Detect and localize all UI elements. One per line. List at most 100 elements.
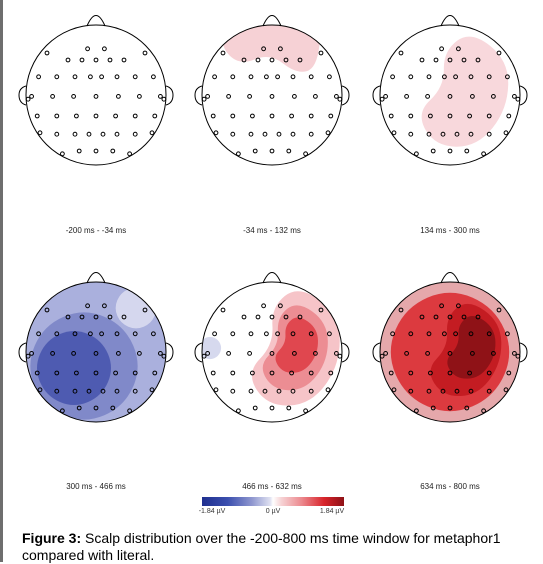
electrode-marker [269,351,275,356]
electrode-marker [408,331,414,337]
electrode-marker [151,331,156,337]
electrode-marker [65,314,71,320]
electrode-marker [440,388,446,394]
potential-contour [421,36,509,147]
electrode-marker [283,314,289,320]
electrode-marker [337,96,343,102]
left-ear-outline [194,85,203,106]
electrode-marker [308,388,314,394]
electrode-marker [379,96,385,102]
electrode-marker [289,113,295,119]
electrode-marker [110,148,116,154]
potential-contour [202,336,222,360]
electrode-marker [275,331,281,337]
electrode-marker [447,94,453,99]
electrode-marker [486,74,492,80]
topographic-maps [18,15,528,423]
electrode-marker [230,131,236,137]
electrode-marker [447,148,453,154]
electrode-marker [152,113,158,119]
electrode-marker [426,131,432,137]
electrode-marker [491,351,496,356]
scalp-map-2 [194,15,350,166]
potential-contour [275,317,318,373]
electrode-marker [481,151,487,157]
electrode-marker [505,331,510,337]
electrode-marker [247,351,253,356]
electrode-marker [486,388,492,394]
electrode-marker [278,46,283,52]
electrode-marker [408,113,414,119]
electrode-marker [252,405,258,411]
electrode-marker [127,151,133,157]
head-outline [201,24,343,166]
electrode-marker [107,314,113,320]
right-ear-outline [165,342,174,363]
electrode-marker [201,353,207,359]
electrode-marker [210,113,216,119]
electrode-marker [419,57,425,63]
electrode-marker [318,50,324,56]
left-ear-outline [372,85,381,106]
colorbar-min-label: -1.84 µV [198,508,226,515]
electrode-marker [486,370,492,376]
panel-2-time-label: -34 ms - 132 ms [243,226,301,235]
electrode-marker [398,50,404,56]
electrode-marker [391,130,397,136]
electrode-marker [50,351,55,356]
electrode-marker [158,94,163,99]
electrode-marker [470,351,475,356]
electrode-marker [261,46,267,52]
electrode-marker [447,370,453,376]
scalp-map-5 [194,272,350,423]
electrode-marker [297,57,303,63]
electrode-marker [114,388,120,394]
electrode-marker [506,370,512,376]
electrode-marker [79,57,85,63]
electrode-marker [464,148,470,154]
electrode-marker [408,74,414,80]
electrode-marker [210,370,216,376]
electrode-marker [114,131,120,137]
electrode-marker [286,148,292,154]
electrode-marker [414,408,419,414]
electrode-marker [255,57,261,63]
electrode-marker [269,405,275,411]
electrode-marker [467,370,473,376]
electrode-marker [475,314,481,320]
electrode-marker [426,74,432,80]
electrode-marker [425,94,431,99]
head-outline [379,24,521,166]
electrode-marker [447,405,453,411]
electrode-marker [248,131,254,137]
electrode-marker [261,303,267,309]
electrode-marker [512,94,517,99]
electrode-marker [205,351,211,356]
electrode-marker [93,57,99,63]
electrode-marker [25,353,31,359]
electrode-marker [127,408,133,414]
electrode-marker [54,131,60,137]
electrode-marker [467,113,473,119]
electrode-marker [76,405,82,411]
electrode-marker [430,405,436,411]
electrode-marker [269,94,275,99]
head-outline [25,281,167,423]
electrode-marker [442,331,447,337]
electrode-marker [414,151,419,157]
electrode-marker [269,57,275,63]
electrode-marker [44,50,50,56]
electrode-marker [252,148,258,154]
activity-regions [202,291,340,406]
electrode-marker [79,314,85,320]
electrode-marker [388,370,394,376]
electrode-marker [74,113,79,119]
electrode-marker [264,74,269,80]
electrode-marker [475,57,481,63]
electrode-marker [290,131,296,137]
electrode-marker [428,113,433,119]
electrode-marker [93,148,99,154]
electrode-marker [264,331,269,337]
electrode-marker [408,370,414,376]
electrode-marker [303,151,309,157]
